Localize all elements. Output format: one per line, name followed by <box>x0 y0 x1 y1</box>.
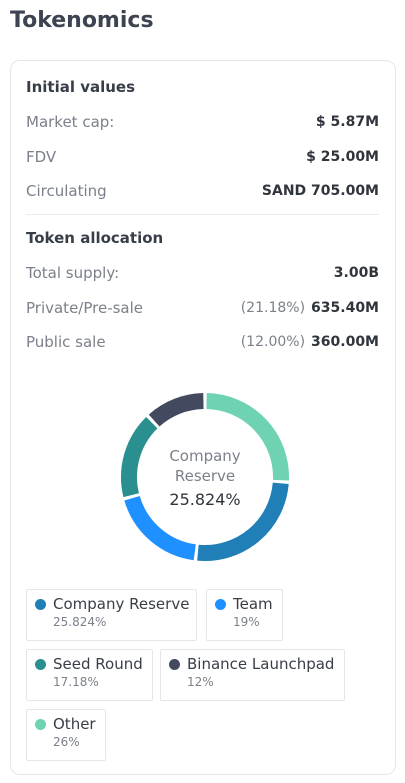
legend-name: Team <box>233 595 273 613</box>
legend-value: 17.18% <box>53 675 99 689</box>
initial-values-title: Initial values <box>26 78 136 96</box>
legend-name: Seed Round <box>53 655 143 673</box>
public-sale-value: 360.00M <box>311 334 379 350</box>
page-title: Tokenomics <box>10 8 154 33</box>
fdv-value: $ 25.00M <box>306 149 379 165</box>
legend-item-company-reserve[interactable]: Company Reserve 25.824% <box>26 589 197 641</box>
circulating-row: Circulating SAND 705.00M <box>26 180 379 202</box>
total-supply-row: Total supply: 3.00B <box>26 262 379 284</box>
private-presale-row: Private/Pre-sale (21.18%) 635.40M <box>26 297 379 319</box>
total-supply-label: Total supply: <box>26 264 120 282</box>
private-presale-label: Private/Pre-sale <box>26 299 144 317</box>
legend-item-team[interactable]: Team 19% <box>206 589 283 641</box>
donut-slice-seed-round[interactable] <box>121 416 158 498</box>
private-presale-pct: (21.18%) <box>240 300 306 316</box>
donut-center-label: Company Reserve <box>169 446 241 485</box>
legend-item-other[interactable]: Other 26% <box>26 709 106 761</box>
donut-svg <box>121 393 289 561</box>
donut-slice-team[interactable] <box>124 495 197 561</box>
public-sale-pct: (12.00%) <box>240 334 306 350</box>
circulating-label: Circulating <box>26 182 107 200</box>
legend-dot-binance-launchpad <box>169 658 180 670</box>
legend-dot-team <box>215 598 226 610</box>
legend-dot-seed-round <box>35 658 46 670</box>
fdv-row: FDV $ 25.00M <box>26 146 379 168</box>
legend-value: 12% <box>187 675 214 689</box>
donut-slice-company-reserve[interactable] <box>197 482 289 561</box>
donut-slice-binance-launchpad[interactable] <box>148 393 204 427</box>
tokenomics-card: Initial values Market cap: $ 5.87M FDV $… <box>10 60 396 775</box>
legend-item-binance-launchpad[interactable]: Binance Launchpad 12% <box>160 649 345 701</box>
legend-name: Binance Launchpad <box>187 655 335 673</box>
circulating-value: SAND 705.00M <box>261 183 379 199</box>
legend-value: 19% <box>233 615 260 629</box>
section-divider <box>26 214 379 215</box>
market-cap-label: Market cap: <box>26 113 115 131</box>
legend-name: Other <box>53 715 96 733</box>
market-cap-value: $ 5.87M <box>315 114 379 130</box>
token-allocation-title: Token allocation <box>26 229 164 247</box>
total-supply-value: 3.00B <box>333 265 379 281</box>
legend-item-seed-round[interactable]: Seed Round 17.18% <box>26 649 153 701</box>
market-cap-row: Market cap: $ 5.87M <box>26 111 379 133</box>
legend-value: 26% <box>53 735 80 749</box>
allocation-donut-chart: Company Reserve 25.824% <box>117 389 293 565</box>
public-sale-row: Public sale (12.00%) 360.00M <box>26 331 379 353</box>
legend-dot-other <box>35 718 46 730</box>
legend-dot-company-reserve <box>35 598 46 610</box>
fdv-label: FDV <box>26 148 57 166</box>
donut-slice-other[interactable] <box>206 393 289 481</box>
donut-center-value: 25.824% <box>169 489 241 509</box>
donut-center: Company Reserve 25.824% <box>117 389 293 565</box>
legend-value: 25.824% <box>53 615 107 629</box>
legend-name: Company Reserve <box>53 595 190 613</box>
public-sale-label: Public sale <box>26 333 106 351</box>
private-presale-value: 635.40M <box>311 300 379 316</box>
